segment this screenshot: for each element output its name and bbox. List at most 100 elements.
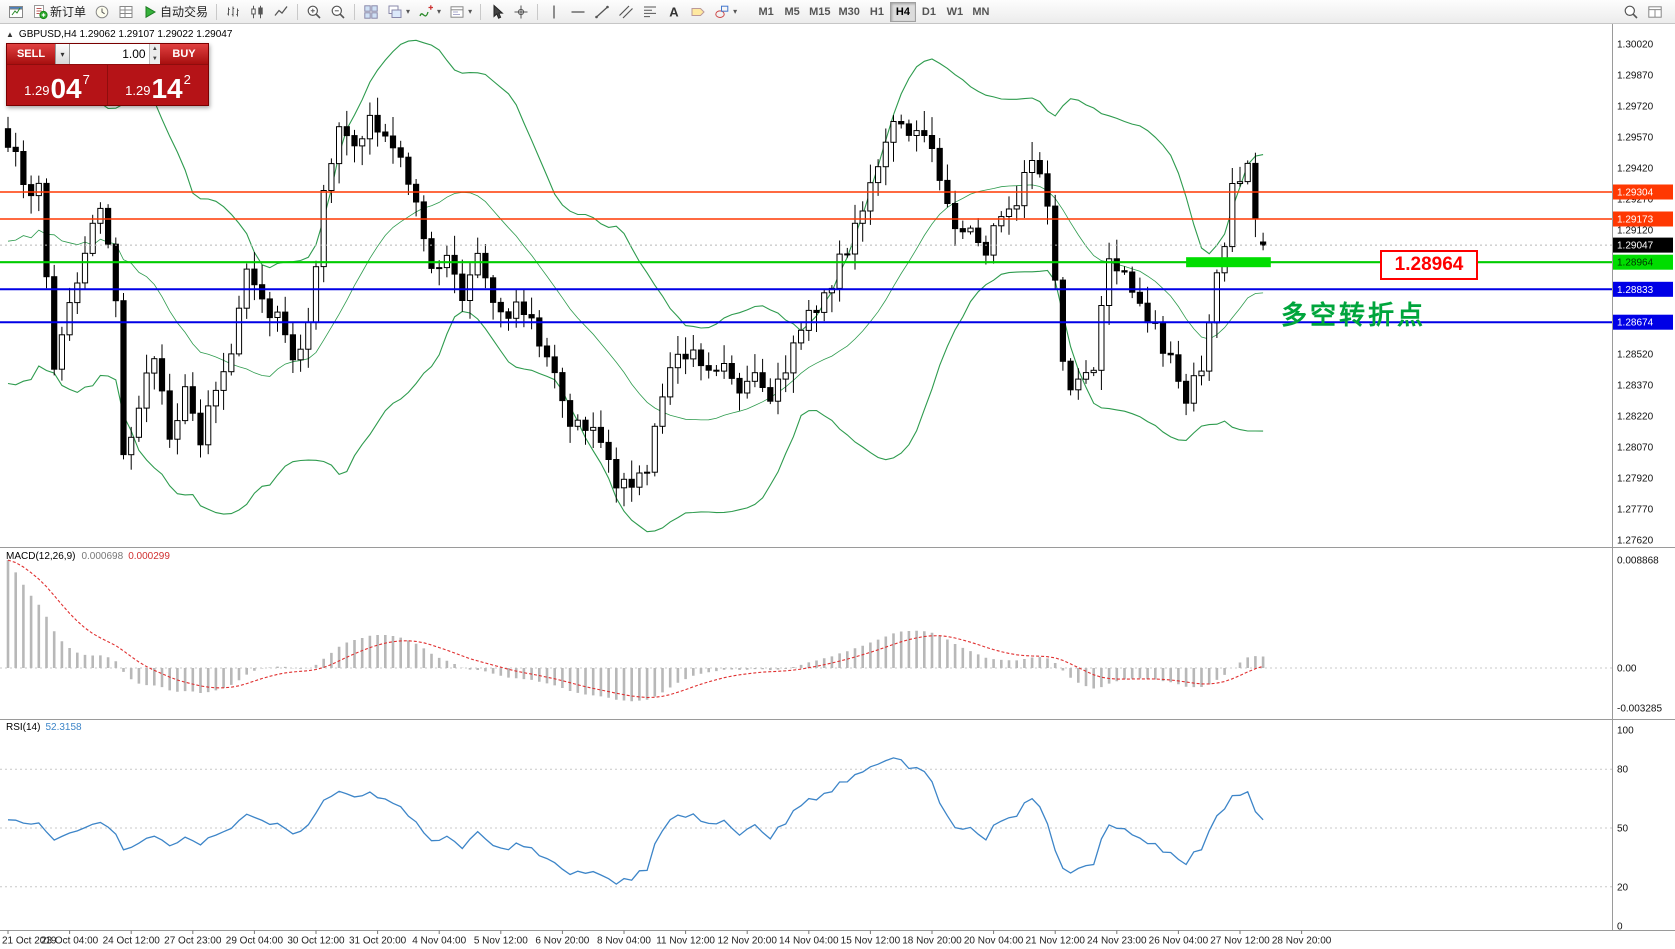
grid-icon [119, 5, 133, 18]
new-window-button[interactable] [1643, 2, 1667, 22]
macd-signal-line [7, 559, 1264, 699]
indicators-button[interactable]: ▾ [414, 2, 445, 22]
buy-price-small: 1.29 [125, 83, 151, 98]
bar-chart-icon [227, 6, 239, 16]
buy-price-display[interactable]: 1.29 14 2 [108, 65, 208, 105]
buy-button[interactable]: BUY [160, 44, 208, 64]
sell-button[interactable]: SELL [7, 44, 55, 64]
toolbar-separator [297, 3, 299, 20]
svg-text:1.28520: 1.28520 [1617, 350, 1654, 361]
svg-text:1.28220: 1.28220 [1617, 412, 1654, 423]
svg-text:12 Nov 20:00: 12 Nov 20:00 [717, 936, 777, 947]
svg-text:1.29270: 1.29270 [1617, 195, 1654, 206]
arrange-button[interactable]: ▾ [383, 2, 414, 22]
zoom-out-button[interactable] [326, 2, 350, 22]
line-chart-button[interactable] [269, 2, 293, 22]
cursor-icon [493, 3, 504, 19]
svg-text:50: 50 [1617, 824, 1629, 835]
lot-increase-button[interactable]: ▲ [149, 44, 160, 54]
turning-point-note[interactable]: 多空转折点 [1281, 300, 1427, 330]
lot-dropdown-caret[interactable]: ▾ [55, 44, 70, 64]
indicators-icon [419, 4, 434, 17]
timeframe-d1[interactable]: D1 [921, 5, 936, 18]
market-watch-button[interactable] [90, 2, 114, 22]
svg-text:1.29570: 1.29570 [1617, 133, 1654, 144]
svg-text:0: 0 [1617, 922, 1623, 933]
buy-price-big: 14 [151, 73, 183, 105]
svg-text:1.29304: 1.29304 [1617, 188, 1654, 199]
candle-chart-button[interactable] [245, 2, 269, 22]
toolbar-separator [480, 3, 482, 20]
highlight-segment[interactable] [1186, 257, 1271, 268]
sell-price-display[interactable]: 1.29 04 7 [7, 65, 107, 105]
templates-button[interactable]: ▾ [445, 2, 476, 22]
macd-title: MACD(12,26,9) [6, 551, 76, 562]
rsi-indicator [0, 757, 1612, 888]
autotrade-button-label: 自动交易 [160, 5, 209, 19]
vertical-line-button[interactable] [542, 2, 566, 22]
hline-icon [571, 10, 585, 13]
panel-separators[interactable] [0, 24, 1675, 931]
sell-price-sup: 7 [82, 72, 90, 87]
svg-text:1.29047: 1.29047 [1617, 241, 1654, 252]
price-level-annotation-box[interactable]: 1.28964 [1380, 250, 1478, 280]
svg-text:1.27620: 1.27620 [1617, 536, 1654, 547]
horizontal-lines[interactable] [0, 191, 1612, 324]
chart-window-icon [9, 5, 23, 18]
search-button[interactable] [1619, 2, 1643, 22]
timeframe-m5[interactable]: M5 [784, 5, 800, 18]
fibonacci-button[interactable] [638, 2, 662, 22]
timeframe-m1[interactable]: M1 [758, 5, 774, 18]
macd-axis[interactable]: 0.008868 0.00 -0.003285 [1617, 556, 1662, 715]
toolbar-separator [216, 3, 218, 20]
svg-text:1.29173: 1.29173 [1617, 215, 1654, 226]
shapes-button[interactable]: ▾ [710, 2, 741, 22]
collapse-arrow-icon[interactable]: ▲ [6, 30, 14, 39]
timeframe-group: M1 M5 M15 M30 H1 H4 D1 W1 MN [753, 1, 994, 22]
symbol-ohlc-text: GBPUSD,H4 1.29062 1.29107 1.29022 1.2904… [18, 29, 233, 40]
symbol-header: ▲ GBPUSD,H4 1.29062 1.29107 1.29022 1.29… [6, 29, 232, 40]
autotrade-button[interactable]: 自动交易 [138, 2, 212, 22]
label-button[interactable] [686, 2, 710, 22]
new-order-button[interactable]: 新订单 [28, 2, 90, 22]
timeframe-w1[interactable]: W1 [946, 5, 964, 18]
timeframe-h4[interactable]: H4 [889, 1, 916, 22]
crosshair-icon [514, 5, 528, 18]
svg-text:1.30020: 1.30020 [1617, 40, 1654, 51]
text-button[interactable]: A [662, 2, 686, 22]
timeframe-h1[interactable]: H1 [869, 5, 884, 18]
tile-windows-button[interactable] [359, 2, 383, 22]
svg-text:5 Nov 12:00: 5 Nov 12:00 [474, 936, 528, 947]
navigator-button[interactable] [114, 2, 138, 22]
bar-chart-button[interactable] [221, 2, 245, 22]
chart-background [0, 24, 1675, 949]
svg-text:1.28674: 1.28674 [1617, 318, 1654, 329]
cursor-button[interactable] [485, 2, 509, 22]
rsi-title: RSI(14) [6, 722, 41, 733]
clock-icon [95, 5, 109, 18]
horizontal-line-button[interactable] [566, 2, 590, 22]
timeframe-mn[interactable]: MN [972, 5, 990, 18]
svg-text:8 Nov 04:00: 8 Nov 04:00 [597, 936, 651, 947]
timeframe-m30[interactable]: M30 [838, 5, 860, 18]
trendline-icon [595, 5, 609, 18]
lot-decrease-button[interactable]: ▼ [149, 54, 160, 64]
crosshair-button[interactable] [509, 2, 533, 22]
lot-size-input[interactable] [70, 44, 149, 64]
new-order-button-label: 新订单 [50, 5, 87, 19]
svg-text:11 Nov 12:00: 11 Nov 12:00 [656, 936, 715, 947]
svg-text:15 Nov 12:00: 15 Nov 12:00 [841, 936, 901, 947]
dropdown-caret-icon: ▾ [437, 7, 442, 16]
svg-text:24 Nov 23:00: 24 Nov 23:00 [1087, 936, 1147, 947]
timeframe-m15[interactable]: M15 [809, 5, 831, 18]
zoom-in-button[interactable] [302, 2, 326, 22]
new-chart-button[interactable] [4, 2, 28, 22]
rsi-axis[interactable]: 100 80 50 20 0 [1617, 726, 1634, 933]
trendline-button[interactable] [590, 2, 614, 22]
channel-button[interactable] [614, 2, 638, 22]
fibo-icon [644, 6, 657, 17]
cascade-icon [388, 5, 402, 18]
price-tags: 1.29304 1.29173 1.28833 1.28674 1.28964 1.290… [1613, 184, 1673, 330]
